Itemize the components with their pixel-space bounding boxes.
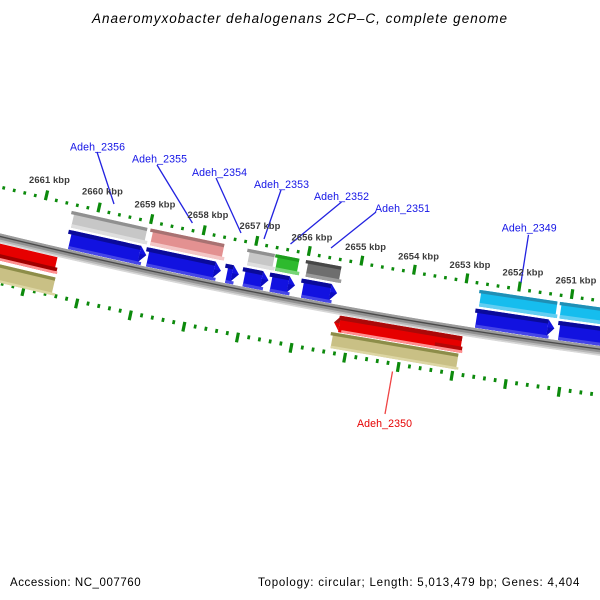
svg-text:Adeh_2354: Adeh_2354 — [192, 167, 247, 179]
svg-text:2660 kbp: 2660 kbp — [82, 186, 123, 197]
svg-text:2659 kbp: 2659 kbp — [135, 199, 176, 210]
svg-text:2658 kbp: 2658 kbp — [188, 209, 229, 220]
svg-text:Adeh_2353: Adeh_2353 — [254, 179, 309, 191]
svg-text:2653 kbp: 2653 kbp — [450, 259, 491, 270]
svg-text:2656 kbp: 2656 kbp — [292, 232, 333, 243]
svg-text:Adeh_2356: Adeh_2356 — [70, 142, 125, 154]
svg-text:2651 kbp: 2651 kbp — [556, 275, 597, 286]
svg-text:2661 kbp: 2661 kbp — [29, 174, 70, 185]
svg-text:Adeh_2350: Adeh_2350 — [357, 418, 412, 430]
svg-text:2657 kbp: 2657 kbp — [240, 220, 281, 231]
svg-text:2654 kbp: 2654 kbp — [398, 251, 439, 262]
svg-text:Adeh_2355: Adeh_2355 — [132, 154, 187, 166]
svg-text:Adeh_2349: Adeh_2349 — [502, 223, 557, 235]
svg-text:2655 kbp: 2655 kbp — [345, 241, 386, 252]
svg-text:Adeh_2352: Adeh_2352 — [314, 191, 369, 203]
svg-text:2652 kbp: 2652 kbp — [503, 266, 544, 277]
svg-text:Adeh_2351: Adeh_2351 — [375, 203, 430, 215]
